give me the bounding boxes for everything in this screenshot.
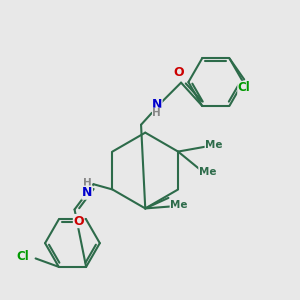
Text: Me: Me <box>170 200 188 210</box>
Text: Cl: Cl <box>238 81 250 94</box>
Text: O: O <box>174 66 184 79</box>
Text: H: H <box>83 178 92 188</box>
Text: Cl: Cl <box>16 250 29 263</box>
Text: Me: Me <box>199 167 216 177</box>
Text: N: N <box>82 186 92 199</box>
Text: N: N <box>152 98 162 111</box>
Text: H: H <box>152 108 161 118</box>
Text: Me: Me <box>205 140 223 150</box>
Text: O: O <box>74 214 84 228</box>
